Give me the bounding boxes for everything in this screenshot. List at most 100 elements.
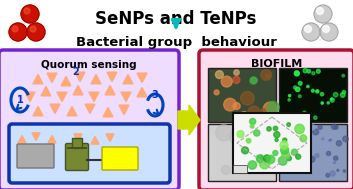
Circle shape bbox=[242, 147, 249, 154]
Polygon shape bbox=[105, 85, 115, 95]
Circle shape bbox=[331, 98, 333, 100]
Circle shape bbox=[287, 123, 291, 126]
Circle shape bbox=[280, 141, 288, 149]
Circle shape bbox=[261, 70, 271, 80]
Circle shape bbox=[221, 166, 230, 174]
Circle shape bbox=[224, 98, 237, 111]
Circle shape bbox=[273, 126, 278, 131]
Circle shape bbox=[214, 90, 219, 95]
Circle shape bbox=[331, 124, 337, 129]
Circle shape bbox=[267, 101, 279, 113]
Text: 1: 1 bbox=[17, 95, 23, 105]
Circle shape bbox=[263, 102, 277, 116]
Polygon shape bbox=[74, 134, 82, 142]
Circle shape bbox=[234, 70, 239, 75]
Polygon shape bbox=[91, 136, 99, 144]
Circle shape bbox=[282, 151, 289, 159]
Circle shape bbox=[233, 102, 240, 110]
Text: Quorum sensing: Quorum sensing bbox=[41, 60, 137, 70]
Circle shape bbox=[325, 134, 329, 138]
Polygon shape bbox=[25, 92, 35, 101]
Circle shape bbox=[248, 106, 260, 118]
Bar bbox=[208, 124, 276, 181]
Circle shape bbox=[343, 136, 348, 142]
Circle shape bbox=[316, 90, 319, 93]
Circle shape bbox=[304, 146, 307, 149]
Circle shape bbox=[9, 23, 27, 41]
Circle shape bbox=[267, 155, 275, 163]
Polygon shape bbox=[61, 77, 71, 86]
Circle shape bbox=[282, 146, 285, 149]
Circle shape bbox=[296, 154, 301, 159]
Polygon shape bbox=[91, 74, 101, 84]
Circle shape bbox=[295, 87, 300, 91]
Circle shape bbox=[295, 160, 299, 164]
Text: 3: 3 bbox=[152, 90, 158, 100]
Circle shape bbox=[293, 169, 296, 172]
Circle shape bbox=[323, 26, 329, 33]
Circle shape bbox=[334, 92, 338, 97]
Polygon shape bbox=[33, 106, 43, 116]
Circle shape bbox=[318, 125, 322, 129]
Circle shape bbox=[215, 71, 223, 79]
Circle shape bbox=[302, 23, 320, 41]
Circle shape bbox=[337, 169, 339, 171]
Circle shape bbox=[293, 86, 297, 89]
Circle shape bbox=[252, 148, 263, 158]
Circle shape bbox=[256, 155, 262, 160]
Circle shape bbox=[248, 161, 257, 169]
Circle shape bbox=[297, 167, 299, 169]
Circle shape bbox=[298, 95, 301, 98]
FancyBboxPatch shape bbox=[102, 147, 138, 170]
Circle shape bbox=[307, 158, 310, 161]
FancyBboxPatch shape bbox=[0, 50, 179, 189]
Circle shape bbox=[313, 116, 317, 119]
Circle shape bbox=[260, 109, 266, 114]
Circle shape bbox=[301, 164, 303, 167]
Bar bbox=[208, 68, 276, 122]
Text: Bacterial group  behaviour: Bacterial group behaviour bbox=[76, 36, 276, 49]
Circle shape bbox=[274, 132, 280, 138]
Circle shape bbox=[250, 119, 256, 125]
Circle shape bbox=[310, 125, 315, 130]
Circle shape bbox=[312, 149, 318, 154]
Circle shape bbox=[317, 8, 323, 15]
Circle shape bbox=[288, 99, 290, 101]
Circle shape bbox=[251, 77, 257, 83]
Circle shape bbox=[321, 102, 323, 104]
Circle shape bbox=[322, 138, 324, 140]
Polygon shape bbox=[137, 88, 147, 97]
Polygon shape bbox=[33, 74, 43, 84]
Polygon shape bbox=[50, 104, 60, 114]
Polygon shape bbox=[123, 74, 133, 84]
Circle shape bbox=[24, 8, 30, 14]
Circle shape bbox=[303, 68, 307, 73]
Circle shape bbox=[12, 26, 18, 32]
Circle shape bbox=[257, 156, 263, 163]
Circle shape bbox=[320, 92, 324, 96]
Circle shape bbox=[249, 113, 257, 121]
Circle shape bbox=[334, 125, 338, 129]
Bar bbox=[233, 113, 311, 173]
Circle shape bbox=[330, 98, 334, 102]
Circle shape bbox=[336, 141, 342, 146]
Circle shape bbox=[250, 124, 254, 128]
Polygon shape bbox=[57, 92, 67, 101]
Circle shape bbox=[282, 155, 286, 159]
Circle shape bbox=[327, 151, 331, 156]
Circle shape bbox=[305, 136, 310, 142]
Circle shape bbox=[329, 139, 332, 142]
Circle shape bbox=[304, 164, 309, 168]
Circle shape bbox=[30, 26, 36, 32]
Polygon shape bbox=[137, 73, 147, 83]
Circle shape bbox=[307, 155, 311, 159]
Circle shape bbox=[330, 141, 333, 144]
Circle shape bbox=[333, 161, 336, 164]
Circle shape bbox=[288, 143, 292, 147]
Circle shape bbox=[307, 70, 311, 73]
Bar bbox=[279, 68, 347, 122]
Circle shape bbox=[275, 138, 278, 142]
Circle shape bbox=[294, 71, 299, 76]
Circle shape bbox=[340, 93, 345, 97]
Circle shape bbox=[328, 158, 332, 162]
